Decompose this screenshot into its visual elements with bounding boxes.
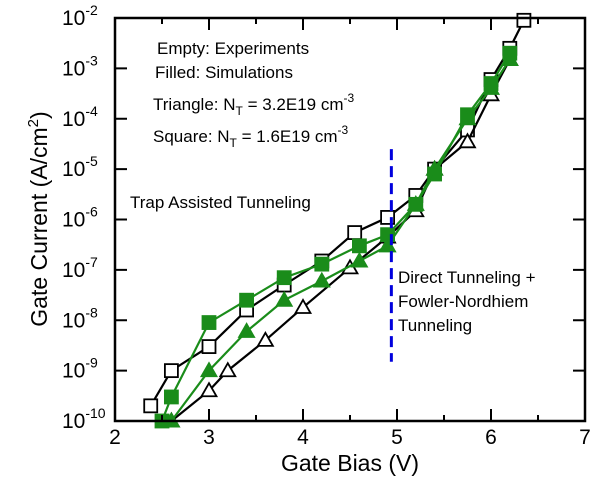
sim-triangle-marker	[275, 290, 294, 307]
legend-triangle-nt: Triangle: NT = 3.2E19 cm-3	[153, 91, 354, 118]
ticks-layer: 2 3 4 5 6 7 10-10 10-9 10-8 10-7 10-6 10-5 10-4 10-3 1…	[62, 2, 591, 449]
annotation-trap-assisted: Trap Assisted Tunneling	[130, 193, 311, 212]
x-axis-title: Gate Bias (V)	[281, 450, 419, 476]
sim-triangle-marker	[199, 361, 219, 378]
sim-triangle-series	[162, 50, 519, 428]
sim-triangle-marker	[406, 195, 425, 211]
exp-triangle-marker	[458, 132, 477, 149]
sim-triangle-marker	[481, 79, 501, 95]
sim-square-marker	[351, 238, 367, 254]
sim-triangle-marker	[425, 159, 444, 176]
sim-triangle-marker	[458, 109, 477, 126]
y-tick-label: 10-5	[62, 153, 98, 181]
exp-square-marker	[143, 398, 159, 414]
sim-triangle-marker	[312, 271, 331, 288]
sim-square-marker	[276, 270, 292, 286]
y-tick-label: 10-6	[62, 204, 98, 232]
x-tick-label: 7	[579, 426, 591, 449]
sim-square-marker	[239, 292, 255, 308]
x-tick-label: 6	[485, 426, 497, 449]
annotation-fowler-nordhiem: Fowler-Nordhiem	[398, 292, 528, 311]
y-tick-label: 10-10	[62, 405, 106, 433]
sim-square-marker	[163, 389, 179, 405]
x-tick-label: 5	[391, 426, 403, 449]
sim-triangle-line	[170, 58, 511, 422]
legend-filled-simulations: Filled: Simulations	[155, 63, 293, 82]
exp-square-marker	[163, 363, 179, 379]
y-tick-label: 10-9	[62, 355, 98, 383]
exp-square-marker	[516, 12, 532, 28]
x-tick-label: 3	[203, 426, 215, 449]
exp-triangle-marker	[218, 361, 237, 378]
legend-text: Empty: Experiments Filled: Simulations T…	[153, 39, 354, 150]
y-axis-title: Gate Current (A/cm2)	[25, 111, 52, 326]
y-tick-label: 10-4	[62, 103, 98, 131]
exp-triangle-marker	[256, 331, 275, 347]
sim-square-marker	[314, 256, 330, 272]
y-tick-label: 10-2	[62, 2, 98, 30]
legend-square-nt: Square: NT = 1.6E19 cm-3	[153, 123, 349, 150]
exp-square-marker	[201, 339, 217, 354]
x-tick-label: 2	[109, 426, 121, 449]
sim-square-marker	[201, 315, 217, 330]
y-tick-label: 10-3	[62, 52, 98, 80]
x-tick-label: 4	[297, 426, 309, 449]
annotation-tunneling: Tunneling	[398, 316, 472, 335]
exp-triangle-marker	[199, 381, 219, 398]
y-tick-label: 10-7	[62, 254, 98, 282]
sim-triangle-marker	[350, 251, 369, 268]
legend-empty-experiments: Empty: Experiments	[157, 39, 309, 58]
series-layer	[143, 12, 532, 429]
annotation-direct-tunneling: Direct Tunneling +	[398, 268, 536, 287]
y-tick-label: 10-8	[62, 304, 98, 332]
exp-square-marker	[347, 225, 363, 240]
sim-triangle-marker	[237, 322, 256, 338]
sim-triangle-marker	[500, 50, 519, 67]
exp-triangle-marker	[293, 298, 313, 314]
